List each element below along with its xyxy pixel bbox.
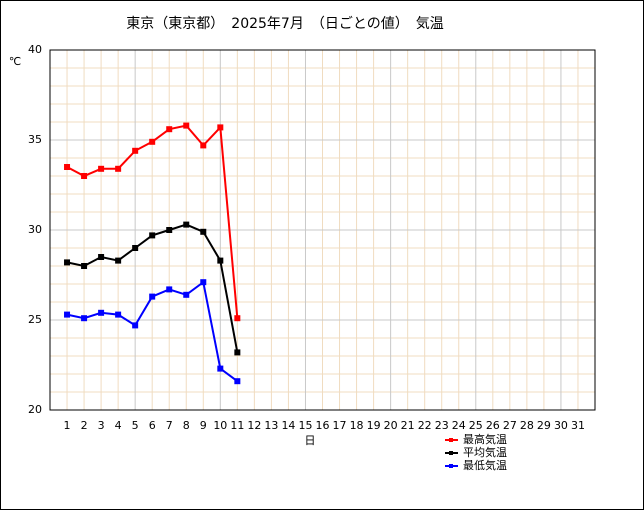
x-tick-label: 12 [247,419,261,432]
data-point [234,349,241,356]
x-tick-label: 4 [115,419,122,432]
data-point [200,279,207,286]
x-tick-label: 22 [418,419,432,432]
x-tick-label: 11 [230,419,244,432]
data-point [64,259,71,266]
x-tick-label: 7 [166,419,173,432]
x-tick-label: 3 [98,419,105,432]
legend-label: 最高気温 [463,432,507,446]
data-point [98,309,105,316]
legend-label: 平均気温 [463,445,507,459]
data-point [149,293,156,300]
data-point [166,126,173,133]
data-point [132,147,139,154]
data-point [217,257,224,264]
x-tick-label: 25 [469,419,483,432]
x-tick-label: 6 [149,419,156,432]
x-tick-label: 28 [520,419,534,432]
x-axis-label: 日 [305,434,316,447]
data-point [166,286,173,293]
data-point [217,124,224,131]
data-point [115,311,122,318]
y-tick-label: 40 [28,43,42,56]
data-point [200,228,207,235]
x-tick-label: 8 [183,419,190,432]
data-point [81,263,88,269]
x-tick-label: 18 [350,419,364,432]
x-tick-label: 16 [316,419,330,432]
data-point [234,378,241,385]
data-point [115,165,122,172]
y-tick-label: 35 [28,133,42,146]
x-tick-label: 17 [333,419,347,432]
data-point [149,138,156,145]
data-point [234,315,241,322]
data-point [98,254,105,260]
legend-label: 最低気温 [463,458,507,472]
data-point [115,257,122,264]
x-tick-label: 21 [401,419,415,432]
legend-marker [449,451,453,455]
x-tick-label: 15 [298,419,312,432]
y-axis-label: ℃ [9,55,21,68]
data-point [183,122,190,129]
y-tick-label: 20 [28,403,42,416]
data-point [81,315,88,322]
x-tick-label: 1 [64,419,71,432]
x-tick-label: 26 [486,419,500,432]
x-tick-label: 2 [81,419,88,432]
x-tick-label: 31 [571,419,585,432]
data-point [132,322,139,329]
data-point [64,164,71,170]
data-point [166,227,173,233]
data-point [217,365,224,372]
data-point [200,142,207,149]
x-tick-label: 9 [200,419,207,432]
data-point [132,245,139,251]
x-tick-label: 23 [435,419,449,432]
x-tick-label: 14 [281,419,295,432]
data-point [81,173,88,179]
x-tick-label: 19 [367,419,381,432]
x-tick-label: 27 [503,419,517,432]
x-tick-label: 24 [452,419,466,432]
data-point [183,291,190,298]
data-point [149,232,156,239]
data-point [64,311,71,318]
legend-marker [449,438,453,442]
y-tick-label: 30 [28,223,42,236]
x-tick-label: 20 [384,419,398,432]
plot-border [49,49,596,411]
data-point [98,165,105,172]
x-tick-label: 29 [537,419,551,432]
data-point [183,221,190,228]
chart-title: 東京（東京都） 2025年7月 （日ごとの値） 気温 [126,16,443,32]
legend-marker [449,464,453,468]
y-tick-label: 25 [28,313,42,326]
x-tick-label: 10 [213,419,227,432]
x-tick-label: 13 [264,419,278,432]
x-tick-label: 5 [132,419,139,432]
x-tick-label: 30 [554,419,568,432]
